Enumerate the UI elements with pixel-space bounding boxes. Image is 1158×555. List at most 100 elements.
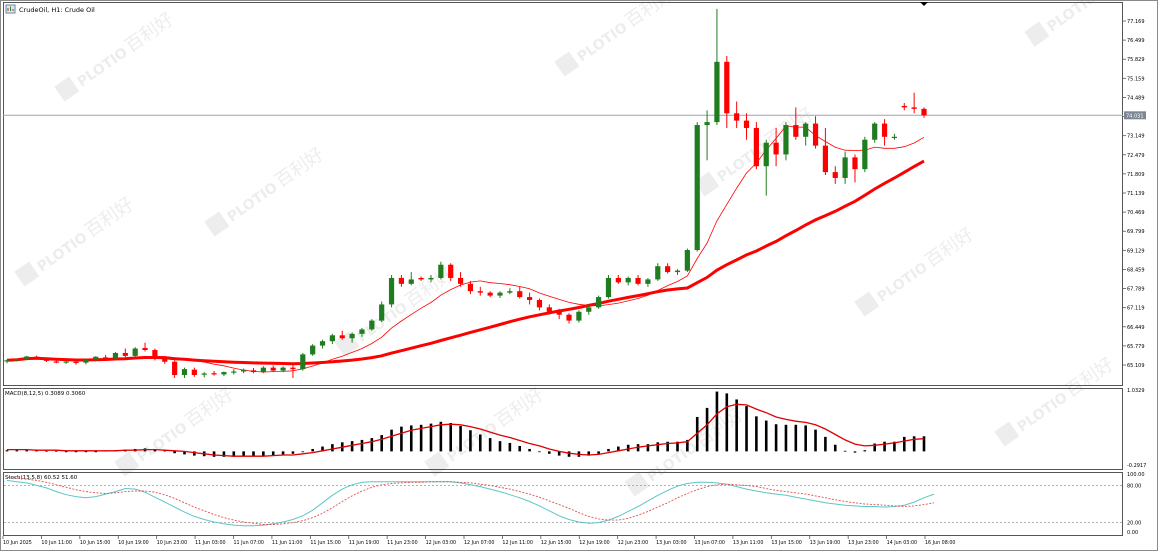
stoch-label: Stoch(13,5,8) 60.52 51.60 bbox=[5, 475, 78, 481]
candle-body bbox=[665, 266, 671, 273]
candle bbox=[921, 107, 927, 118]
candle-body bbox=[181, 369, 188, 376]
candle bbox=[881, 119, 888, 146]
time-axis-label: 10 Jun 2025 bbox=[3, 540, 32, 546]
time-axis-label: 12 Jun 19:00 bbox=[579, 540, 609, 546]
stoch-axis-label: 100.00 bbox=[1127, 472, 1145, 478]
candle-body bbox=[250, 370, 257, 373]
candle-body bbox=[379, 304, 385, 321]
watermark-logo-icon bbox=[204, 211, 230, 237]
time-axis-label: 12 Jun 11:00 bbox=[502, 540, 532, 546]
macd-bar bbox=[764, 420, 768, 452]
macd-axis-label: -0.2917 bbox=[1127, 463, 1146, 469]
macd-bar bbox=[853, 451, 857, 453]
candle bbox=[645, 277, 651, 287]
candle bbox=[635, 275, 641, 286]
time-axis-label: 11 Jun 19:00 bbox=[349, 540, 379, 546]
time-axis-label: 12 Jun 07:00 bbox=[464, 540, 494, 546]
candle bbox=[546, 304, 552, 315]
candle-body bbox=[773, 142, 779, 155]
macd-bar bbox=[873, 443, 876, 452]
candle-body bbox=[457, 277, 464, 284]
candle-body bbox=[517, 291, 523, 298]
candle bbox=[24, 355, 30, 361]
macd-bar bbox=[25, 450, 29, 452]
candle-body bbox=[73, 361, 79, 363]
time-axis-label: 11 Jun 07:00 bbox=[234, 540, 264, 546]
candle bbox=[724, 55, 730, 128]
candle bbox=[625, 276, 631, 286]
macd-bar bbox=[94, 451, 98, 453]
candle bbox=[300, 352, 306, 371]
candle-body bbox=[319, 341, 326, 346]
time-axis-label: 13 Jun 15:00 bbox=[771, 540, 801, 546]
time-axis-label: 10 Jun 11:00 bbox=[41, 540, 71, 546]
time-axis-label: 14 Jun 03:00 bbox=[887, 540, 917, 546]
watermark-logo-icon bbox=[14, 261, 40, 287]
macd-bar bbox=[774, 424, 778, 452]
candle bbox=[4, 359, 10, 364]
ma-slow-line bbox=[6, 159, 925, 366]
candle-body bbox=[43, 357, 50, 361]
candle-body bbox=[674, 270, 681, 273]
candle bbox=[694, 122, 700, 252]
candle bbox=[901, 102, 907, 111]
macd-bar bbox=[626, 444, 630, 452]
macd-bar bbox=[755, 416, 758, 452]
candle bbox=[221, 371, 227, 377]
time-axis-label: 13 Jun 03:00 bbox=[656, 540, 686, 546]
candle bbox=[73, 359, 79, 365]
macd-bar bbox=[271, 451, 275, 456]
candle bbox=[763, 139, 769, 196]
candle-body bbox=[231, 371, 237, 373]
candle-body bbox=[714, 61, 720, 123]
time-axis-label: 11 Jun 11:00 bbox=[272, 540, 302, 546]
macd-bar bbox=[409, 425, 413, 452]
candle bbox=[497, 291, 503, 298]
macd-bar bbox=[814, 429, 817, 452]
candle-body bbox=[477, 291, 483, 293]
macd-bar bbox=[666, 441, 669, 452]
macd-bar bbox=[439, 421, 443, 452]
macd-pane-border bbox=[3, 388, 1123, 470]
candle bbox=[517, 286, 523, 299]
top-marker-icon bbox=[920, 2, 928, 6]
price-axis-label: 75.159 bbox=[1127, 76, 1145, 82]
macd-bar bbox=[784, 424, 788, 452]
macd-bar bbox=[400, 426, 403, 452]
candle bbox=[241, 368, 247, 374]
candle bbox=[290, 364, 296, 378]
candle bbox=[103, 355, 109, 360]
macd-bar bbox=[528, 448, 531, 452]
stoch-pane-border bbox=[3, 472, 1123, 536]
candle-body bbox=[33, 356, 40, 358]
candle-body bbox=[694, 125, 700, 251]
macd-bar bbox=[893, 441, 896, 452]
macd-bar bbox=[64, 451, 68, 453]
candle-body bbox=[546, 307, 552, 312]
candle-body bbox=[556, 311, 562, 315]
candle-body bbox=[221, 372, 227, 375]
price-axis-label: 65.779 bbox=[1127, 344, 1145, 350]
macd-bar bbox=[350, 441, 354, 452]
time-axis-label: 10 Jun 15:00 bbox=[80, 540, 110, 546]
candle bbox=[526, 292, 533, 305]
candle bbox=[14, 358, 20, 362]
watermark-logo-icon bbox=[854, 291, 880, 317]
candle-body bbox=[704, 122, 710, 126]
candle bbox=[596, 295, 602, 309]
time-axis-label: 12 Jun 15:00 bbox=[541, 540, 571, 546]
candle-body bbox=[53, 361, 59, 363]
watermark-logo-icon bbox=[424, 451, 450, 477]
watermark-logo-icon bbox=[694, 171, 720, 197]
candle bbox=[684, 248, 690, 273]
candle-body bbox=[842, 157, 848, 178]
candle bbox=[812, 116, 819, 149]
price-axis-label: 72.479 bbox=[1127, 153, 1145, 159]
candle-body bbox=[4, 360, 10, 362]
candle-body bbox=[763, 142, 769, 167]
candle bbox=[507, 288, 513, 295]
macd-bar bbox=[459, 426, 462, 452]
candle-body bbox=[142, 347, 148, 351]
price-pane-border bbox=[3, 2, 1123, 386]
